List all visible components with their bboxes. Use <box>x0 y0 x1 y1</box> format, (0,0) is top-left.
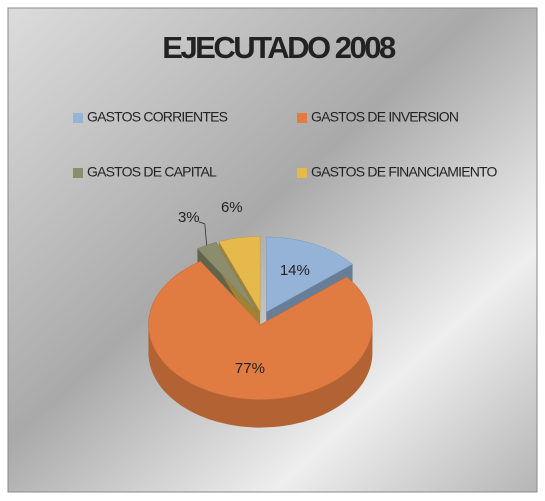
slice-side <box>148 324 373 428</box>
slice <box>266 236 354 313</box>
legend-swatch <box>297 113 307 123</box>
data-label: 6% <box>221 199 243 216</box>
slice <box>148 260 373 400</box>
slice <box>218 236 261 313</box>
legend-label: GASTOS DE CAPITAL <box>87 164 217 180</box>
legend-swatch <box>73 168 83 178</box>
chart-title: EJECUTADO 2008 <box>162 30 396 65</box>
legend-label: GASTOS CORRIENTES <box>87 109 228 125</box>
data-label: 77% <box>235 360 265 377</box>
leader-line <box>198 221 208 246</box>
slice <box>197 242 258 313</box>
data-label: 14% <box>280 262 310 279</box>
legend-label: GASTOS DE INVERSION <box>311 109 458 125</box>
data-label: 3% <box>178 209 200 226</box>
legend-swatch <box>297 168 307 178</box>
legend-swatch <box>73 113 83 123</box>
legend-label: GASTOS DE FINANCIAMIENTO <box>311 164 498 180</box>
